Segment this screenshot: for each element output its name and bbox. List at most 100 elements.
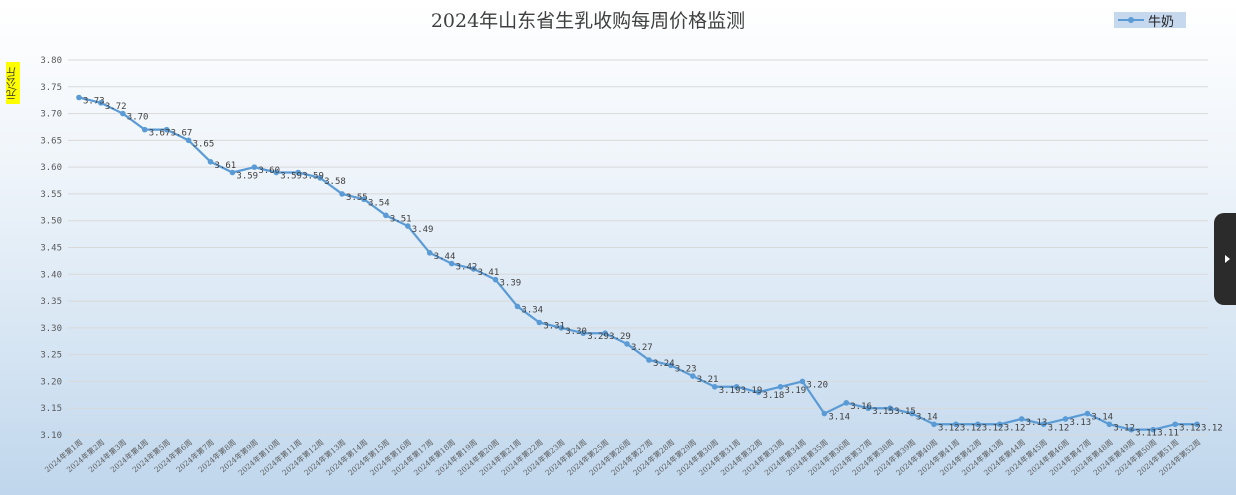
- data-point: [799, 378, 806, 385]
- data-point: [668, 362, 674, 369]
- data-point: [185, 137, 192, 144]
- data-point: [361, 196, 367, 203]
- data-label: 3.61: [215, 161, 237, 171]
- data-point: [229, 169, 236, 176]
- data-point: [295, 169, 301, 176]
- data-point: [690, 373, 696, 379]
- data-label: 3.73: [83, 97, 105, 107]
- data-point: [931, 421, 937, 428]
- data-label: 3.51: [390, 214, 412, 224]
- data-point: [470, 266, 477, 272]
- series-line: [78, 96, 1198, 431]
- data-point: [163, 126, 170, 133]
- data-label: 3.24: [653, 359, 675, 369]
- y-tick-label: 3.35: [40, 297, 62, 307]
- data-point: [821, 410, 828, 417]
- y-tick-label: 3.80: [40, 56, 62, 66]
- data-point: [1128, 426, 1135, 433]
- data-label: 3.21: [697, 375, 719, 385]
- data-point: [98, 100, 104, 106]
- data-point: [624, 341, 630, 347]
- data-point: [141, 126, 148, 133]
- y-tick-label: 3.45: [40, 244, 62, 254]
- data-label: 3.44: [434, 252, 456, 262]
- data-point: [317, 175, 323, 181]
- data-point: [580, 330, 586, 337]
- data-label: 3.30: [565, 327, 587, 337]
- data-point: [843, 400, 850, 406]
- data-point: [996, 421, 1003, 428]
- data-label: 3.29: [587, 332, 609, 342]
- data-label: 3.60: [258, 166, 280, 176]
- data-label: 3.70: [127, 113, 149, 123]
- y-tick-label: 3.70: [40, 110, 62, 120]
- data-point: [733, 383, 740, 390]
- data-point: [1084, 410, 1091, 417]
- data-label: 3.15: [872, 407, 894, 417]
- data-point: [1062, 416, 1069, 422]
- chevron-right-icon: [1225, 255, 1230, 263]
- data-label: 3.19: [785, 386, 807, 396]
- data-point: [514, 303, 521, 310]
- data-label: 3.13: [1070, 418, 1092, 428]
- data-point: [711, 383, 718, 390]
- y-tick-label: 3.40: [40, 270, 62, 280]
- y-tick-label: 3.55: [40, 190, 62, 200]
- data-label: 3.39: [500, 279, 522, 289]
- data-point: [1106, 421, 1113, 428]
- data-label: 3.59: [236, 172, 258, 182]
- data-label: 3.59: [280, 172, 302, 182]
- data-label: 3.12: [1004, 423, 1026, 433]
- data-label: 3.34: [521, 305, 543, 315]
- data-label: 3.13: [1026, 418, 1048, 428]
- data-point: [865, 405, 871, 412]
- data-point: [492, 276, 499, 283]
- data-label: 3.29: [609, 332, 631, 342]
- data-label: 3.16: [850, 402, 872, 412]
- data-point: [975, 421, 981, 428]
- data-point: [339, 191, 345, 197]
- data-point: [1150, 426, 1156, 433]
- data-label: 3.12: [938, 423, 960, 433]
- data-label: 3.49: [412, 225, 434, 235]
- data-label: 3.67: [149, 129, 171, 139]
- data-label: 3.12: [1179, 423, 1201, 433]
- data-label: 3.54: [368, 198, 390, 208]
- data-point: [1172, 421, 1178, 428]
- data-label: 3.15: [894, 407, 916, 417]
- y-tick-label: 3.30: [40, 324, 62, 334]
- data-point: [1040, 421, 1047, 428]
- data-label: 3.41: [478, 268, 500, 278]
- data-label: 3.27: [631, 343, 653, 353]
- data-label: 3.31: [543, 322, 565, 332]
- data-label: 3.72: [105, 102, 127, 112]
- data-point: [536, 319, 543, 326]
- data-label: 3.20: [806, 380, 828, 390]
- data-label: 3.19: [719, 386, 741, 396]
- data-point: [646, 357, 652, 363]
- legend: 牛奶: [1114, 12, 1186, 30]
- data-label: 3.14: [916, 413, 938, 423]
- data-point: [777, 383, 784, 390]
- legend-line-marker-icon: [1118, 12, 1144, 28]
- y-tick-label: 3.50: [40, 217, 62, 227]
- data-point: [887, 405, 893, 412]
- data-point: [383, 212, 389, 219]
- y-tick-label: 3.10: [40, 431, 62, 441]
- data-label: 3.12: [1201, 423, 1223, 433]
- data-label: 3.12: [1113, 423, 1135, 433]
- data-label: 3.67: [171, 129, 193, 139]
- data-label: 3.58: [324, 177, 346, 187]
- data-point: [602, 330, 608, 337]
- data-label: 3.11: [1157, 429, 1179, 439]
- data-label: 3.12: [982, 423, 1004, 433]
- data-label: 3.55: [346, 193, 368, 203]
- data-point: [1018, 416, 1025, 422]
- data-label: 3.14: [828, 413, 850, 423]
- data-label: 3.11: [1135, 429, 1157, 439]
- data-label: 3.18: [763, 391, 785, 401]
- side-panel-toggle-button[interactable]: [1214, 213, 1236, 305]
- data-label: 3.59: [302, 172, 324, 182]
- data-label: 3.42: [456, 263, 478, 273]
